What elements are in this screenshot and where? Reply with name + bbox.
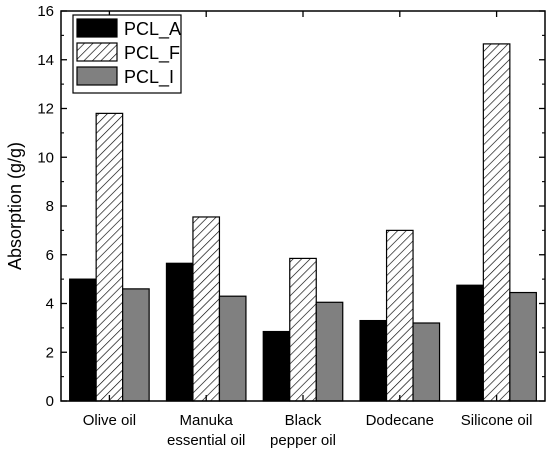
x-tick-label: Olive oil <box>83 412 136 429</box>
x-tick-label: essential oil <box>167 432 245 449</box>
bar-pcl-i-4 <box>509 291 537 402</box>
y-tick-label: 12 <box>37 101 54 118</box>
y-tick-label: 0 <box>46 393 54 410</box>
bar-pcl-i-0 <box>122 288 150 402</box>
bar-pcl-a-3 <box>359 319 388 402</box>
y-axis: 0 2 4 6 8 10 12 14 16 <box>37 3 545 410</box>
y-tick-label: 6 <box>46 247 54 264</box>
bar-pcl-i-3 <box>412 322 441 402</box>
bar-pcl-f-4 <box>482 43 511 402</box>
legend: PCL_A PCL_F PCL_I <box>72 14 182 94</box>
bar-pcl-f-0 <box>95 112 124 402</box>
y-tick-label: 16 <box>37 3 54 20</box>
legend-swatch-pcl-a <box>76 18 118 38</box>
bar-pcl-a-1 <box>165 262 194 402</box>
x-tick-label: Manuka <box>180 412 234 429</box>
bar-pcl-a-2 <box>262 330 291 402</box>
legend-swatch-pcl-i <box>76 66 118 86</box>
legend-swatch-pcl-f <box>76 42 118 62</box>
bar-pcl-f-3 <box>385 229 414 402</box>
legend-label: PCL_A <box>124 19 181 40</box>
x-tick-label: Silicone oil <box>461 412 533 429</box>
bar-pcl-i-2 <box>315 301 344 402</box>
x-tick-label: Dodecane <box>366 412 434 429</box>
bar-pcl-a-0 <box>69 278 97 402</box>
bars-group <box>69 43 537 402</box>
legend-label: PCL_F <box>124 43 180 64</box>
y-tick-label: 4 <box>46 296 54 313</box>
x-tick-label: pepper oil <box>270 432 336 449</box>
y-tick-label: 14 <box>37 52 54 69</box>
x-tick-label: Black <box>285 412 322 429</box>
y-tick-label: 8 <box>46 198 54 215</box>
x-axis: Olive oil Manuka essential oil Black pepper … <box>83 11 533 449</box>
bar-pcl-a-4 <box>456 284 484 402</box>
y-tick-label: 10 <box>37 149 54 166</box>
legend-label: PCL_I <box>124 67 174 88</box>
y-tick-label: 2 <box>46 344 54 361</box>
bar-pcl-f-1 <box>192 216 221 402</box>
bar-pcl-f-2 <box>289 257 317 402</box>
bar-pcl-i-1 <box>218 295 247 402</box>
y-axis-title: Absorption (g/g) <box>5 142 25 270</box>
